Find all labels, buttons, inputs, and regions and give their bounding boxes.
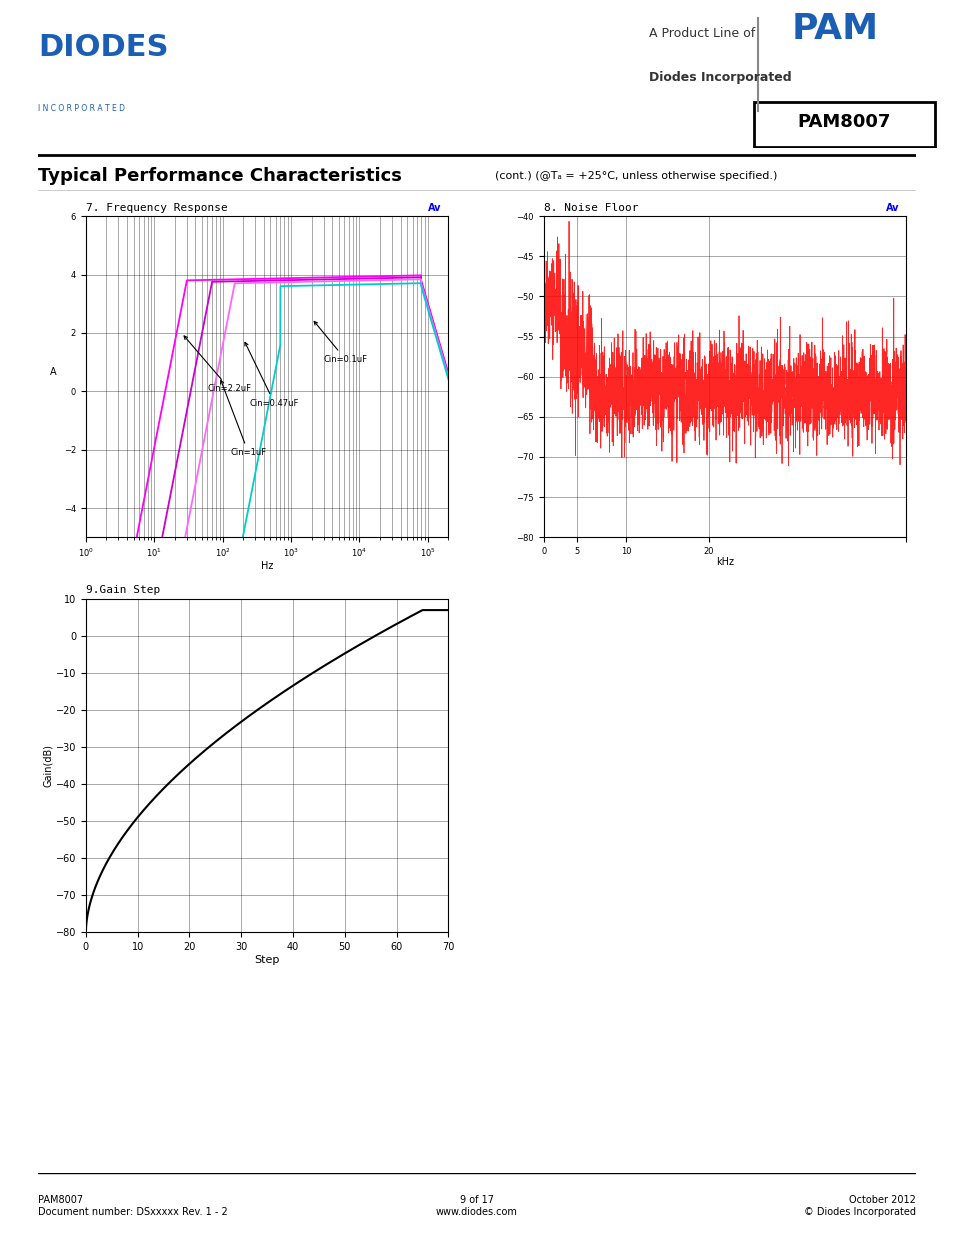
Y-axis label: A: A <box>50 367 56 377</box>
Text: Typical Performance Characteristics: Typical Performance Characteristics <box>38 167 401 185</box>
Text: Diodes Incorporated: Diodes Incorporated <box>648 72 791 84</box>
Text: Cin=0.1uF: Cin=0.1uF <box>314 321 367 364</box>
FancyBboxPatch shape <box>753 103 934 147</box>
Text: Cin=2.2uF: Cin=2.2uF <box>184 336 252 393</box>
Text: 8. Noise Floor: 8. Noise Floor <box>543 203 638 212</box>
Text: (cont.) (@Tₐ = +25°C, unless otherwise specified.): (cont.) (@Tₐ = +25°C, unless otherwise s… <box>494 172 776 182</box>
Text: October 2012
© Diodes Incorporated: October 2012 © Diodes Incorporated <box>803 1195 915 1216</box>
Text: PAM8007
Document number: DSxxxxx Rev. 1 - 2: PAM8007 Document number: DSxxxxx Rev. 1 … <box>38 1195 228 1216</box>
Text: A Product Line of: A Product Line of <box>648 27 754 40</box>
Text: Av: Av <box>427 203 440 212</box>
Text: PAM: PAM <box>791 12 878 46</box>
X-axis label: Step: Step <box>254 955 279 965</box>
Text: 9.Gain Step: 9.Gain Step <box>86 585 160 595</box>
Text: PAM8007: PAM8007 <box>797 112 890 131</box>
Text: 9 of 17
www.diodes.com: 9 of 17 www.diodes.com <box>436 1195 517 1216</box>
X-axis label: Hz: Hz <box>261 561 273 571</box>
X-axis label: kHz: kHz <box>716 557 733 567</box>
Y-axis label: Gain(dB): Gain(dB) <box>43 745 52 787</box>
Text: Av: Av <box>884 203 898 212</box>
Text: I N C O R P O R A T E D: I N C O R P O R A T E D <box>38 104 125 112</box>
Text: Cin=0.47uF: Cin=0.47uF <box>245 342 299 408</box>
Text: 7. Frequency Response: 7. Frequency Response <box>86 203 228 212</box>
Text: Cin=1uF: Cin=1uF <box>220 380 266 457</box>
Text: DIODES: DIODES <box>38 32 169 62</box>
